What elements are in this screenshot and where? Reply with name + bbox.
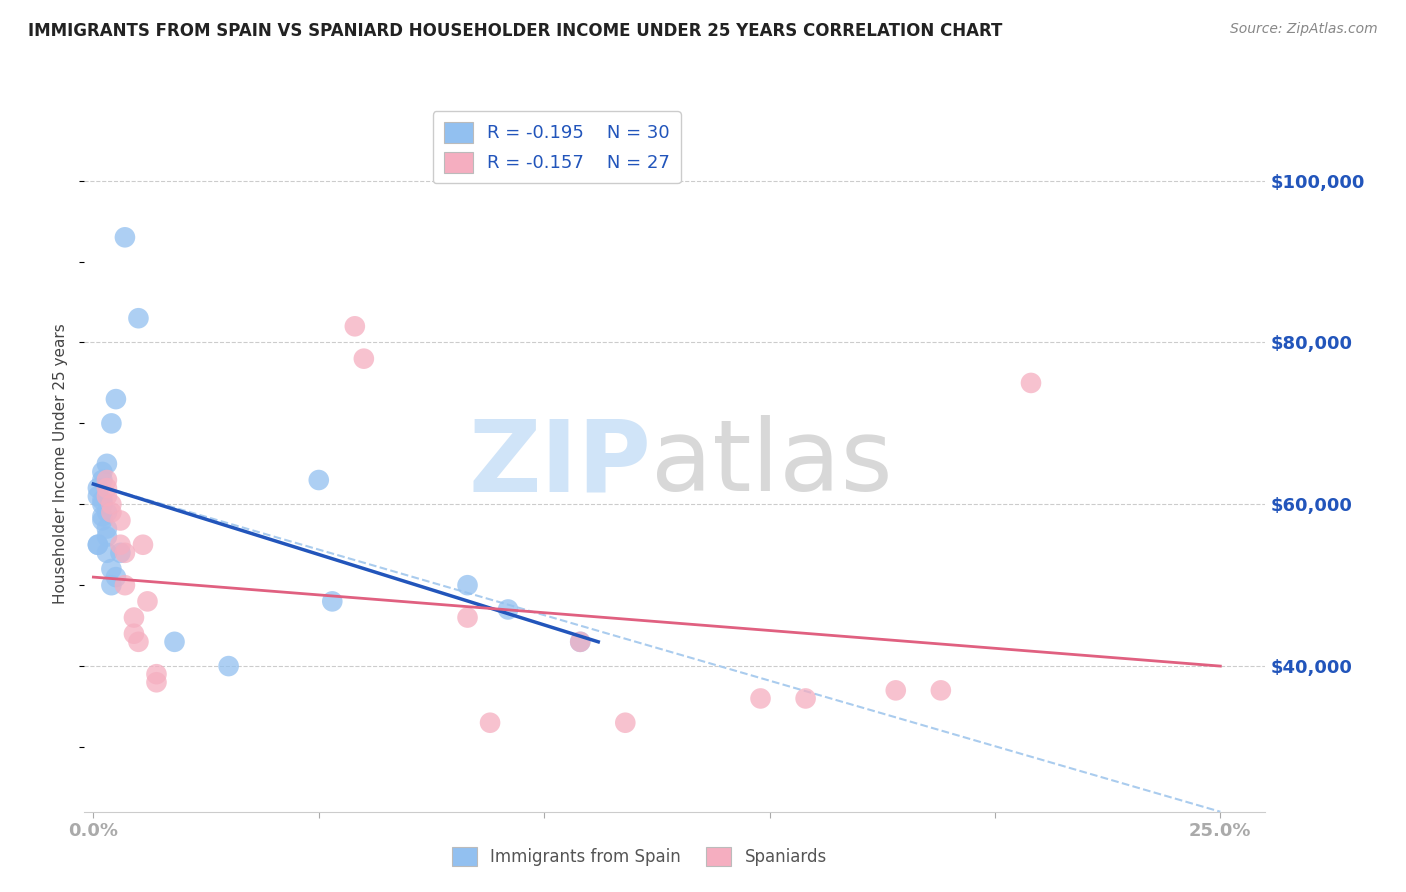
Point: [100, 562, 122, 576]
Point: [91, 497, 114, 511]
Point: [353, 351, 375, 366]
Point: [132, 538, 155, 552]
Point: [163, 635, 186, 649]
Point: [569, 635, 592, 649]
Point: [100, 578, 122, 592]
Point: [496, 602, 519, 616]
Point: [479, 715, 502, 730]
Legend: Immigrants from Spain, Spaniards: Immigrants from Spain, Spaniards: [446, 840, 834, 873]
Point: [96, 489, 118, 503]
Point: [87, 481, 110, 495]
Point: [96, 530, 118, 544]
Text: IMMIGRANTS FROM SPAIN VS SPANIARD HOUSEHOLDER INCOME UNDER 25 YEARS CORRELATION : IMMIGRANTS FROM SPAIN VS SPANIARD HOUSEH…: [28, 22, 1002, 40]
Point: [114, 546, 136, 560]
Point: [91, 473, 114, 487]
Point: [145, 667, 167, 681]
Point: [100, 497, 122, 511]
Point: [104, 392, 127, 406]
Point: [122, 610, 145, 624]
Point: [96, 457, 118, 471]
Point: [87, 538, 110, 552]
Point: [127, 635, 149, 649]
Point: [114, 230, 136, 244]
Point: [96, 522, 118, 536]
Point: [136, 594, 159, 608]
Point: [127, 311, 149, 326]
Point: [343, 319, 366, 334]
Point: [457, 578, 479, 592]
Point: [569, 635, 592, 649]
Point: [96, 473, 118, 487]
Point: [308, 473, 330, 487]
Point: [794, 691, 817, 706]
Text: ZIP: ZIP: [468, 416, 651, 512]
Point: [110, 546, 132, 560]
Point: [122, 626, 145, 640]
Point: [91, 509, 114, 524]
Point: [87, 538, 110, 552]
Point: [104, 570, 127, 584]
Point: [321, 594, 343, 608]
Point: [96, 546, 118, 560]
Point: [110, 513, 132, 527]
Point: [96, 505, 118, 519]
Point: [87, 489, 110, 503]
Point: [114, 578, 136, 592]
Point: [929, 683, 952, 698]
Point: [749, 691, 772, 706]
Point: [96, 481, 118, 495]
Point: [110, 538, 132, 552]
Point: [91, 465, 114, 479]
Point: [884, 683, 907, 698]
Point: [218, 659, 240, 673]
Y-axis label: Householder Income Under 25 years: Householder Income Under 25 years: [53, 324, 69, 604]
Point: [145, 675, 167, 690]
Point: [100, 505, 122, 519]
Point: [91, 513, 114, 527]
Point: [100, 417, 122, 431]
Point: [1019, 376, 1042, 390]
Text: Source: ZipAtlas.com: Source: ZipAtlas.com: [1230, 22, 1378, 37]
Point: [91, 493, 114, 508]
Point: [457, 610, 479, 624]
Point: [614, 715, 637, 730]
Text: atlas: atlas: [651, 416, 893, 512]
